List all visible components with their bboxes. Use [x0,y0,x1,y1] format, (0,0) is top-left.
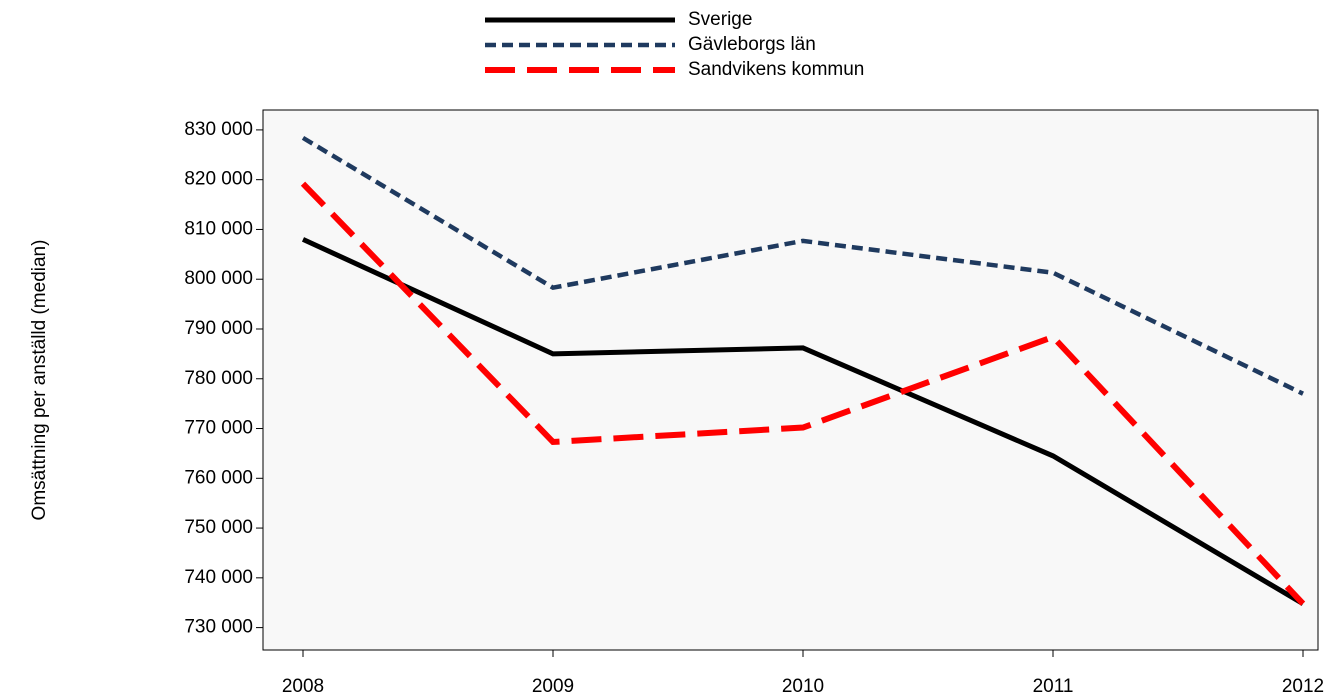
y-tick-label: 810 000 [184,218,253,239]
legend-label: Sverige [688,9,752,30]
y-axis-label: Omsättning per anställd (median) [29,240,50,521]
series-line [301,135,1304,396]
y-tick-label: 780 000 [184,368,253,389]
series-line [300,181,1306,606]
series-line [301,237,1305,606]
y-tick-label: 730 000 [184,617,253,638]
x-tick-label: 2008 [282,676,324,696]
x-tick-label: 2011 [1033,676,1074,696]
y-tick-label: 820 000 [184,169,253,190]
y-tick-label: 790 000 [184,318,253,339]
legend-label: Sandvikens kommun [688,59,864,80]
legend-label: Gävleborgs län [688,34,816,55]
y-tick-label: 740 000 [184,567,253,588]
y-tick-label: 750 000 [184,517,253,538]
x-tick-label: 2009 [532,676,574,696]
y-tick-label: 770 000 [184,418,253,439]
plot-area [262,109,1319,651]
x-tick-label: 2010 [782,676,824,696]
y-tick-label: 830 000 [184,119,253,140]
y-tick-label: 800 000 [184,268,253,289]
x-tick-label: 2012 [1282,676,1324,696]
y-tick-label: 760 000 [184,467,253,488]
